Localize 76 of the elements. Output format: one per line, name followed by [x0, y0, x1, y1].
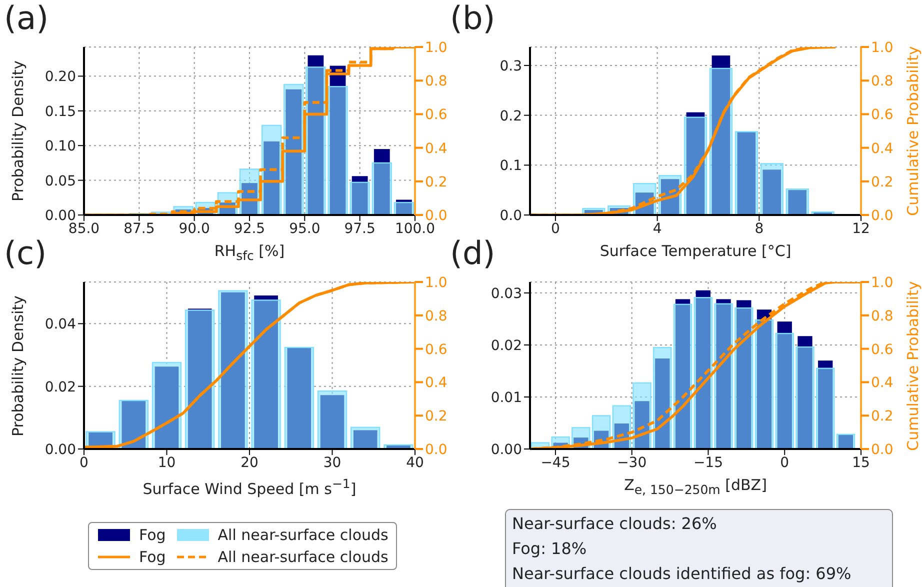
x-tick-label: 92.5 [234, 220, 266, 237]
x-tick-label: 95.0 [289, 220, 320, 237]
x-tick-label: 97.5 [344, 220, 376, 237]
x-tick-label: −30 [617, 454, 647, 471]
text: (a) [4, 0, 49, 37]
y-tick-label: 0.10 [44, 138, 76, 155]
y2-tick-label: 1.0 [871, 274, 894, 291]
y2-tick-label: 0.6 [871, 107, 894, 124]
y-tick-label: 0.15 [44, 104, 76, 120]
x-tick-label: 40 [406, 454, 424, 471]
y-tick-label: 0.03 [490, 286, 522, 302]
text: Fog: 18% [512, 539, 588, 560]
legend-label: Fog [139, 526, 166, 544]
x-tick-label: 90.0 [178, 220, 210, 237]
y-tick-label: 0.3 [500, 58, 522, 74]
y2-tick-label: 1.0 [425, 40, 448, 56]
x-tick-label: 20 [240, 454, 258, 471]
legend-label: Fog [139, 548, 166, 566]
x-tick-label: −45 [540, 454, 570, 471]
y2-tick-label: 1.0 [871, 40, 894, 56]
text: Near-surface clouds: 26% [512, 514, 718, 535]
x-tick-label: 10 [158, 454, 176, 471]
y2-tick-label: 0.2 [425, 174, 448, 190]
x-tick-label: 0 [80, 454, 88, 471]
x-tick-label: 8 [754, 220, 764, 237]
y-tick-label: 0.02 [44, 379, 76, 396]
y2-tick-label: 0.2 [425, 408, 448, 425]
y-tick-label: 0.2 [500, 108, 522, 124]
y-tick-label: 0.00 [44, 442, 76, 458]
y-axis-title: Probability Density [9, 294, 27, 436]
y2-tick-label: 0.0 [871, 442, 894, 458]
x-axis-title: Surface Temperature [°C] [598, 242, 792, 260]
text: (c) [4, 234, 47, 272]
legend-label: All near-surface clouds [218, 526, 388, 544]
x-axis-title: Z$_{e, 150−250m}$ [dBZ] [623, 476, 768, 497]
text: Near-surface clouds identified as fog: 69% [512, 564, 852, 585]
y-tick-label: 0.01 [490, 390, 522, 406]
y2-tick-label: 0.4 [425, 140, 448, 157]
y-tick-label: 0.20 [44, 69, 76, 86]
y2-tick-label: 0.0 [425, 442, 448, 458]
y2-tick-label: 0.2 [871, 408, 894, 425]
y2-tick-label: 0.2 [871, 174, 894, 190]
y2-tick-label: 0.8 [425, 74, 448, 90]
y-tick-label: 0.04 [44, 316, 76, 333]
y2-tick-label: 0.4 [871, 140, 894, 157]
y-tick-label: 0.00 [490, 442, 522, 458]
y-tick-label: 0.1 [500, 158, 522, 174]
y2-tick-label: 0.4 [871, 375, 894, 392]
x-tick-label: −15 [693, 454, 724, 471]
y2-tick-label: 0.6 [871, 342, 894, 358]
y-axis-title: Probability Density [9, 60, 27, 202]
x-tick-label: 0 [780, 454, 790, 471]
y2-axis-title: Cumulative Probability [904, 280, 922, 450]
y-tick-label: 0.0 [500, 208, 522, 224]
y2-axis-title: Cumulative Probability [904, 46, 922, 216]
y2-tick-label: 0.0 [871, 208, 894, 224]
x-tick-label: 87.5 [124, 220, 155, 237]
y2-tick-label: 0.8 [871, 74, 894, 90]
x-tick-label: 30 [323, 454, 342, 471]
y2-tick-label: 0.4 [425, 375, 448, 392]
x-tick-label: 15 [852, 454, 870, 471]
y2-tick-label: 0.6 [425, 342, 448, 358]
legend-label: All near-surface clouds [218, 548, 388, 566]
x-axis-title: RH$_{sfc}$ [%] [213, 242, 286, 263]
x-tick-label: 12 [852, 220, 870, 237]
y2-tick-label: 0.8 [871, 308, 894, 324]
text: (b) [450, 0, 496, 37]
text: (d) [450, 234, 496, 272]
y-tick-label: 0.05 [44, 173, 76, 190]
x-tick-label: 0 [551, 220, 560, 237]
x-axis-title: Surface Wind Speed [m s$^{−1}$] [142, 476, 358, 498]
y2-tick-label: 0.8 [425, 308, 448, 324]
y2-tick-label: 0.6 [425, 107, 448, 124]
y-tick-label: 0.02 [490, 338, 522, 354]
x-tick-label: 4 [652, 220, 662, 237]
y2-tick-label: 1.0 [425, 274, 448, 291]
